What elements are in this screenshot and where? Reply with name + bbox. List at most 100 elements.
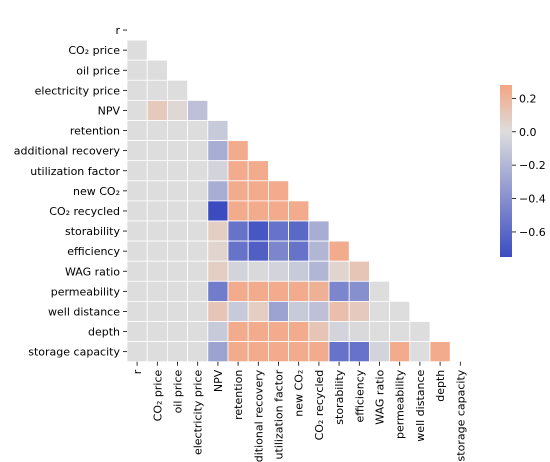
- heatmap-cell-co2-price-r: [126, 39, 148, 61]
- heatmap-cell-additional-recovery-npv: [207, 140, 229, 162]
- heatmap-cell-oil-price-co2-price: [146, 59, 168, 81]
- heatmap-cell-wag-ratio-retention: [227, 260, 249, 282]
- heatmap-cell-efficiency-additional-recovery: [247, 240, 269, 262]
- y-tick-label-wag-ratio: WAG ratio: [65, 265, 120, 278]
- colorbar-gradient: [500, 85, 512, 257]
- heatmap-cell-well-distance-new-co2: [288, 300, 310, 322]
- heatmap-cell-efficiency-storability: [328, 240, 350, 262]
- x-tick-label-oil-price: oil price: [172, 369, 185, 413]
- heatmap-cell-storability-additional-recovery: [247, 220, 269, 242]
- heatmap-cell-efficiency-r: [126, 240, 148, 262]
- heatmap-cell-efficiency-new-co2: [288, 240, 310, 262]
- heatmap-cell-depth-additional-recovery: [247, 321, 269, 343]
- colorbar-tick-label: −0.6: [519, 226, 546, 239]
- heatmap-cell-storage-capacity-r: [126, 341, 148, 363]
- heatmap-cell-co2-recycled-additional-recovery: [247, 200, 269, 222]
- heatmap-cell-permeability-npv: [207, 280, 229, 302]
- heatmap-cell-storability-r: [126, 220, 148, 242]
- heatmap-cell-storage-capacity-well-distance: [409, 341, 431, 363]
- heatmap-cell-well-distance-electricity-price: [187, 300, 209, 322]
- heatmap-cell-utilization-factor-retention: [227, 160, 249, 182]
- heatmap-cell-utilization-factor-additional-recovery: [247, 160, 269, 182]
- y-tick-label-retention: retention: [70, 125, 120, 138]
- heatmap-cell-utilization-factor-r: [126, 160, 148, 182]
- heatmap-cell-storage-capacity-efficiency: [348, 341, 370, 363]
- heatmap-cells: [126, 39, 451, 363]
- heatmap-cell-wag-ratio-r: [126, 260, 148, 282]
- heatmap-cell-new-co2-retention: [227, 180, 249, 202]
- heatmap-cell-storability-new-co2: [288, 220, 310, 242]
- heatmap-cell-utilization-factor-co2-price: [146, 160, 168, 182]
- heatmap-cell-well-distance-wag-ratio: [368, 300, 390, 322]
- x-tick-label-electricity-price: electricity price: [192, 369, 205, 455]
- heatmap-cell-retention-oil-price: [166, 120, 188, 142]
- x-tick-label-additional-recovery: additional recovery: [252, 369, 265, 462]
- y-tick-label-r: r: [115, 24, 120, 37]
- heatmap-cell-new-co2-oil-price: [166, 180, 188, 202]
- colorbar-tick-label: 0.2: [519, 92, 537, 105]
- heatmap-cell-electricity-price-oil-price: [166, 79, 188, 101]
- heatmap-cell-storage-capacity-additional-recovery: [247, 341, 269, 363]
- heatmap-cell-new-co2-npv: [207, 180, 229, 202]
- y-tick-label-oil-price: oil price: [76, 64, 120, 77]
- heatmap-cell-efficiency-utilization-factor: [267, 240, 289, 262]
- heatmap-cell-well-distance-efficiency: [348, 300, 370, 322]
- heatmap-cell-storage-capacity-npv: [207, 341, 229, 363]
- x-tick-label-storage-capacity: storage capacity: [454, 369, 467, 461]
- heatmap-cell-depth-co2-price: [146, 321, 168, 343]
- heatmap-cell-permeability-utilization-factor: [267, 280, 289, 302]
- y-tick-label-utilization-factor: utilization factor: [30, 165, 120, 178]
- heatmap-cell-retention-co2-price: [146, 120, 168, 142]
- heatmap-cell-wag-ratio-electricity-price: [187, 260, 209, 282]
- heatmap-cell-additional-recovery-electricity-price: [187, 140, 209, 162]
- heatmap-cell-storage-capacity-storability: [328, 341, 350, 363]
- colorbar-tick-label: 0.0: [519, 126, 537, 139]
- colorbar: 0.2 0.0 −0.2 −0.4 −0.6: [500, 85, 546, 257]
- heatmap-cell-co2-recycled-retention: [227, 200, 249, 222]
- heatmap-cell-permeability-storability: [328, 280, 350, 302]
- heatmap-cell-co2-recycled-r: [126, 200, 148, 222]
- heatmap-cell-efficiency-electricity-price: [187, 240, 209, 262]
- heatmap-cell-depth-storability: [328, 321, 350, 343]
- y-tick-label-permeability: permeability: [51, 285, 121, 298]
- heatmap-cell-retention-npv: [207, 120, 229, 142]
- y-tick-labels: r CO₂ price oil price electricity price NPV r…: [14, 24, 127, 359]
- heatmap-cell-well-distance-permeability: [389, 300, 411, 322]
- heatmap-cell-depth-new-co2: [288, 321, 310, 343]
- heatmap-cell-well-distance-oil-price: [166, 300, 188, 322]
- x-tick-label-co2-price: CO₂ price: [151, 369, 164, 421]
- heatmap-cell-storage-capacity-retention: [227, 341, 249, 363]
- x-tick-label-r: r: [131, 369, 144, 374]
- heatmap-cell-efficiency-oil-price: [166, 240, 188, 262]
- x-tick-label-storability: storability: [333, 369, 346, 425]
- heatmap-cell-efficiency-co2-price: [146, 240, 168, 262]
- heatmap-cell-additional-recovery-r: [126, 140, 148, 162]
- heatmap-cell-wag-ratio-npv: [207, 260, 229, 282]
- heatmap-cell-well-distance-r: [126, 300, 148, 322]
- heatmap-cell-permeability-co2-recycled: [308, 280, 330, 302]
- y-tick-label-storage-capacity: storage capacity: [28, 346, 120, 359]
- heatmap-cell-storage-capacity-utilization-factor: [267, 341, 289, 363]
- y-tick-label-co2-recycled: CO₂ recycled: [49, 205, 120, 218]
- heatmap-cell-permeability-r: [126, 280, 148, 302]
- heatmap-cell-permeability-oil-price: [166, 280, 188, 302]
- x-tick-label-permeability: permeability: [394, 369, 407, 439]
- heatmap-cell-co2-recycled-oil-price: [166, 200, 188, 222]
- heatmap-cell-depth-utilization-factor: [267, 321, 289, 343]
- heatmap-cell-storability-utilization-factor: [267, 220, 289, 242]
- x-tick-label-utilization-factor: utilization factor: [273, 369, 286, 459]
- heatmap-cell-co2-recycled-electricity-price: [187, 200, 209, 222]
- heatmap-cell-wag-ratio-storability: [328, 260, 350, 282]
- colorbar-tick-label: −0.2: [519, 159, 546, 172]
- x-tick-label-new-co2: new CO₂: [293, 370, 306, 417]
- heatmap-cell-co2-recycled-npv: [207, 200, 229, 222]
- heatmap-cell-retention-r: [126, 120, 148, 142]
- heatmap-cell-npv-electricity-price: [187, 100, 209, 121]
- heatmap-cell-npv-co2-price: [146, 100, 168, 121]
- heatmap-cell-wag-ratio-oil-price: [166, 260, 188, 282]
- heatmap-cell-storage-capacity-depth: [429, 341, 451, 363]
- heatmap-cell-storage-capacity-permeability: [389, 341, 411, 363]
- heatmap-cell-depth-retention: [227, 321, 249, 343]
- y-tick-label-well-distance: well distance: [48, 305, 120, 318]
- heatmap-cell-storability-co2-price: [146, 220, 168, 242]
